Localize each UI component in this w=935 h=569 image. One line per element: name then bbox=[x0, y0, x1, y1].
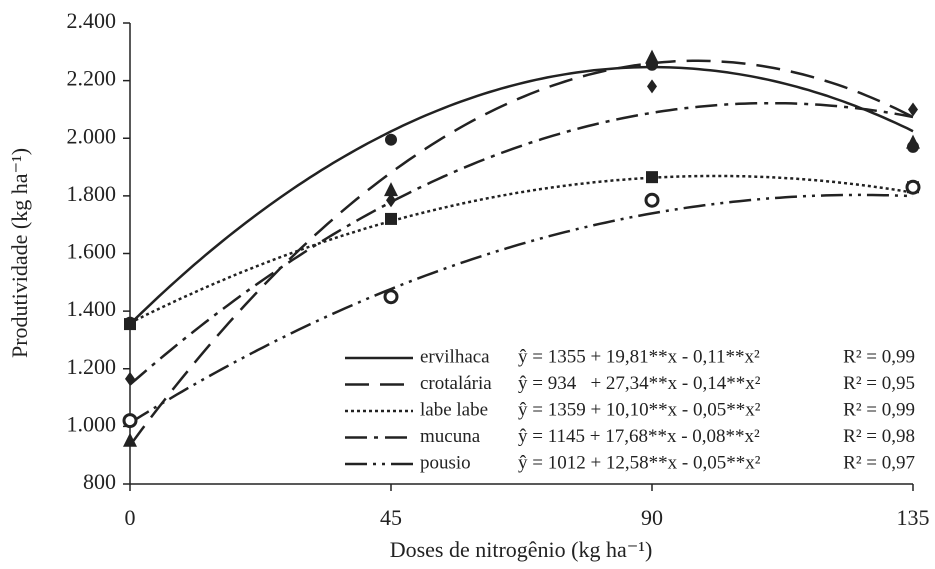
y-tick-label: 2.200 bbox=[67, 66, 117, 91]
legend-label: pousio bbox=[420, 452, 471, 473]
point bbox=[905, 179, 921, 195]
legend-equation: ŷ = 934 + 27,34**x - 0,14**x² bbox=[518, 373, 761, 394]
y-tick-label: 1.000 bbox=[67, 411, 117, 436]
legend-label: ervilhaca bbox=[420, 346, 490, 367]
point bbox=[124, 318, 136, 331]
point bbox=[646, 171, 658, 184]
legend-label: crotalária bbox=[420, 373, 492, 394]
point bbox=[385, 212, 397, 225]
point bbox=[385, 133, 397, 146]
point bbox=[645, 49, 659, 64]
legend-equation: ŷ = 1012 + 12,58**x - 0,05**x² bbox=[518, 452, 761, 473]
point bbox=[644, 192, 660, 208]
point bbox=[647, 79, 657, 94]
point bbox=[123, 432, 137, 447]
legend-r2: R² = 0,99 bbox=[843, 399, 915, 420]
legend-label: mucuna bbox=[420, 426, 481, 447]
y-tick-label: 1.800 bbox=[67, 181, 117, 206]
legend-label: labe labe bbox=[420, 399, 488, 420]
y-tick-label: 2.000 bbox=[67, 123, 117, 148]
legend-r2: R² = 0,97 bbox=[843, 452, 915, 473]
fit-curve bbox=[129, 174, 914, 325]
x-tick-label: 135 bbox=[897, 505, 930, 530]
point bbox=[908, 102, 918, 117]
fit-curve bbox=[129, 65, 914, 325]
point bbox=[125, 371, 135, 386]
fit-curve bbox=[129, 193, 914, 424]
y-tick-label: 2.400 bbox=[67, 8, 117, 33]
y-tick-label: 1.200 bbox=[67, 354, 117, 379]
point bbox=[386, 193, 396, 208]
legend-equation: ŷ = 1355 + 19,81**x - 0,11**x² bbox=[518, 346, 760, 367]
fit-curve bbox=[129, 101, 914, 386]
x-tick-label: 0 bbox=[125, 505, 136, 530]
legend-equation: ŷ = 1145 + 17,68**x - 0,08**x² bbox=[518, 426, 760, 447]
x-tick-label: 90 bbox=[641, 505, 663, 530]
legend-r2: R² = 0,98 bbox=[843, 426, 915, 447]
y-axis-title: Produtividade (kg ha⁻¹) bbox=[7, 148, 32, 358]
y-tick-label: 1.600 bbox=[67, 239, 117, 264]
point bbox=[906, 134, 920, 149]
legend-r2: R² = 0,99 bbox=[843, 346, 915, 367]
point bbox=[384, 182, 398, 197]
x-tick-label: 45 bbox=[380, 505, 402, 530]
point bbox=[383, 289, 399, 305]
point bbox=[122, 413, 138, 429]
y-tick-label: 800 bbox=[83, 469, 116, 494]
y-tick-label: 1.400 bbox=[67, 296, 117, 321]
legend-equation: ŷ = 1359 + 10,10**x - 0,05**x² bbox=[518, 399, 761, 420]
fit-curve bbox=[128, 59, 914, 447]
x-axis-title: Doses de nitrogênio (kg ha⁻¹) bbox=[390, 537, 653, 562]
legend-r2: R² = 0,95 bbox=[843, 373, 915, 394]
